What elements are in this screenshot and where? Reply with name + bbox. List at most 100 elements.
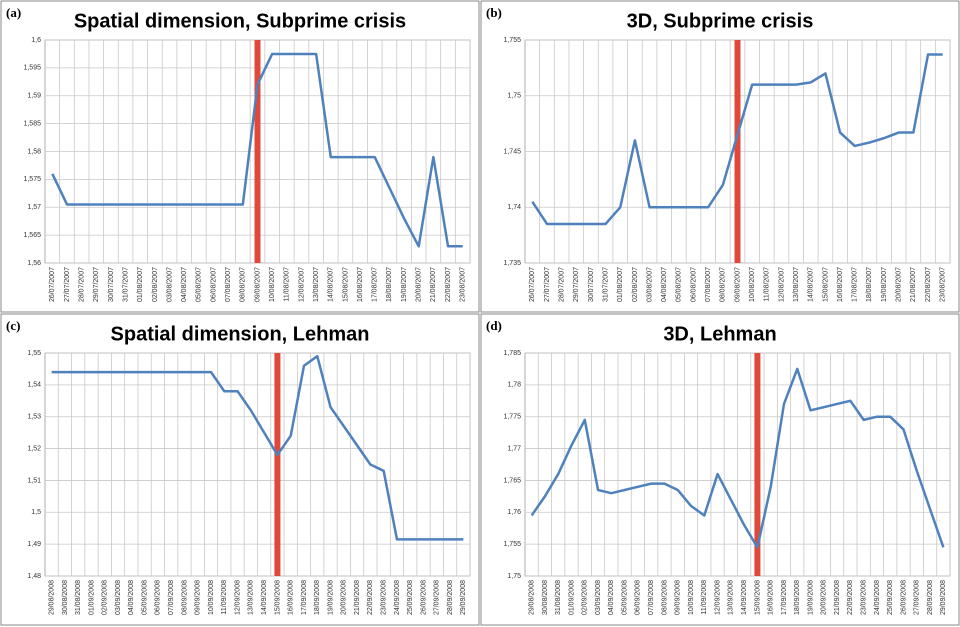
x-tick-label: 07/09/2008: [168, 580, 175, 615]
x-tick-label: 05/08/2007: [676, 267, 683, 302]
x-tick-label: 08/09/2008: [661, 580, 668, 615]
x-tick-label: 14/08/2007: [328, 267, 335, 302]
x-tick-label: 06/09/2008: [155, 580, 162, 615]
x-tick-label: 04/08/2007: [181, 267, 188, 302]
x-tick-label: 11/08/2007: [284, 267, 291, 302]
y-tick-label: 1,55: [27, 350, 41, 357]
x-tick-label: 12/09/2008: [234, 580, 241, 615]
x-tick-label: 14/08/2007: [808, 267, 815, 302]
x-tick-label: 09/09/2008: [195, 580, 202, 615]
x-tick-label: 18/08/2007: [386, 267, 393, 302]
x-tick-label: 01/09/2008: [88, 580, 95, 615]
x-tick-label: 26/07/2007: [49, 267, 56, 302]
x-tick-label: 26/07/2007: [529, 267, 536, 302]
x-tick-label: 17/09/2008: [301, 580, 308, 615]
x-tick-label: 30/08/2008: [542, 580, 549, 615]
x-tick-label: 25/09/2008: [887, 580, 894, 615]
x-tick-label: 15/09/2008: [274, 580, 281, 615]
x-tick-label: 26/09/2008: [900, 580, 907, 615]
y-tick-label: 1,58: [27, 148, 41, 155]
x-tick-label: 01/08/2007: [137, 267, 144, 302]
x-tick-label: 19/09/2008: [807, 580, 814, 615]
y-tick-label: 1,575: [23, 176, 41, 183]
x-tick-label: 08/09/2008: [181, 580, 188, 615]
x-tick-label: 20/09/2008: [341, 580, 348, 615]
y-tick-label: 1,59: [27, 93, 41, 100]
x-tick-label: 12/08/2007: [778, 267, 785, 302]
x-tick-label: 28/07/2007: [558, 267, 565, 302]
x-tick-label: 23/09/2008: [381, 580, 388, 615]
x-tick-label: 10/09/2008: [688, 580, 695, 615]
x-tick-label: 07/08/2007: [225, 267, 232, 302]
x-tick-label: 23/08/2007: [940, 267, 947, 302]
y-tick-label: 1,57: [27, 204, 41, 211]
y-tick-label: 1,765: [503, 477, 521, 484]
x-tick-label: 10/08/2007: [749, 267, 756, 302]
x-tick-label: 13/09/2008: [248, 580, 255, 615]
x-tick-label: 16/08/2007: [837, 267, 844, 302]
x-tick-label: 03/09/2008: [595, 580, 602, 615]
x-tick-label: 05/08/2007: [196, 267, 203, 302]
x-tick-label: 09/08/2007: [254, 267, 261, 302]
x-tick-label: 13/08/2007: [793, 267, 800, 302]
y-tick-label: 1,745: [503, 148, 521, 155]
x-tick-label: 24/09/2008: [394, 580, 401, 615]
x-tick-label: 21/08/2007: [430, 267, 437, 302]
x-tick-label: 30/07/2007: [108, 267, 115, 302]
x-tick-label: 13/09/2008: [728, 580, 735, 615]
y-tick-label: 1,77: [507, 445, 521, 452]
x-tick-label: 28/07/2007: [78, 267, 85, 302]
x-tick-label: 29/08/2008: [528, 580, 535, 615]
x-tick-label: 09/09/2008: [675, 580, 682, 615]
x-tick-label: 14/09/2008: [261, 580, 268, 615]
x-tick-label: 23/09/2008: [861, 580, 868, 615]
x-tick-label: 21/08/2007: [910, 267, 917, 302]
x-tick-label: 04/09/2008: [128, 580, 135, 615]
x-tick-label: 06/09/2008: [635, 580, 642, 615]
y-tick-label: 1,6: [31, 37, 41, 44]
x-tick-label: 31/08/2008: [555, 580, 562, 615]
x-tick-label: 03/08/2007: [166, 267, 173, 302]
x-tick-label: 19/09/2008: [327, 580, 334, 615]
data-line: [51, 52, 463, 248]
y-tick-label: 1,585: [23, 120, 41, 127]
x-tick-label: 09/08/2007: [734, 267, 741, 302]
y-tick-label: 1,775: [503, 414, 521, 421]
x-tick-label: 11/08/2007: [764, 267, 771, 302]
x-tick-label: 29/09/2008: [460, 580, 467, 615]
y-tick-label: 1,51: [27, 477, 41, 484]
panel-label: (b): [486, 5, 502, 20]
y-tick-label: 1,49: [27, 541, 41, 548]
x-tick-label: 10/08/2007: [269, 267, 276, 302]
x-tick-label: 05/09/2008: [621, 580, 628, 615]
x-tick-label: 14/09/2008: [741, 580, 748, 615]
x-tick-label: 22/08/2007: [445, 267, 452, 302]
data-line: [531, 53, 943, 226]
x-tick-label: 27/09/2008: [914, 580, 921, 615]
x-tick-label: 28/09/2008: [447, 580, 454, 615]
x-tick-label: 29/08/2008: [48, 580, 55, 615]
x-tick-label: 02/08/2007: [632, 267, 639, 302]
y-tick-label: 1,53: [27, 414, 41, 421]
chart-title: 3D, Subprime crisis: [627, 10, 814, 32]
x-tick-label: 16/09/2008: [768, 580, 775, 615]
x-tick-label: 27/07/2007: [64, 267, 71, 302]
panel-label: (a): [6, 5, 21, 20]
x-tick-label: 22/09/2008: [367, 580, 374, 615]
x-tick-label: 06/08/2007: [210, 267, 217, 302]
x-tick-label: 31/07/2007: [122, 267, 129, 302]
y-tick-label: 1,785: [503, 350, 521, 357]
y-tick-label: 1,565: [23, 232, 41, 239]
x-tick-label: 05/09/2008: [141, 580, 148, 615]
x-tick-label: 02/09/2008: [582, 580, 589, 615]
x-tick-label: 07/09/2008: [648, 580, 655, 615]
x-tick-label: 12/08/2007: [298, 267, 305, 302]
x-tick-label: 11/09/2008: [221, 580, 228, 615]
x-tick-label: 04/08/2007: [661, 267, 668, 302]
x-tick-label: 26/09/2008: [420, 580, 427, 615]
x-tick-label: 24/09/2008: [874, 580, 881, 615]
x-tick-label: 29/09/2008: [940, 580, 947, 615]
x-tick-label: 22/08/2007: [925, 267, 932, 302]
data-line: [530, 367, 945, 549]
